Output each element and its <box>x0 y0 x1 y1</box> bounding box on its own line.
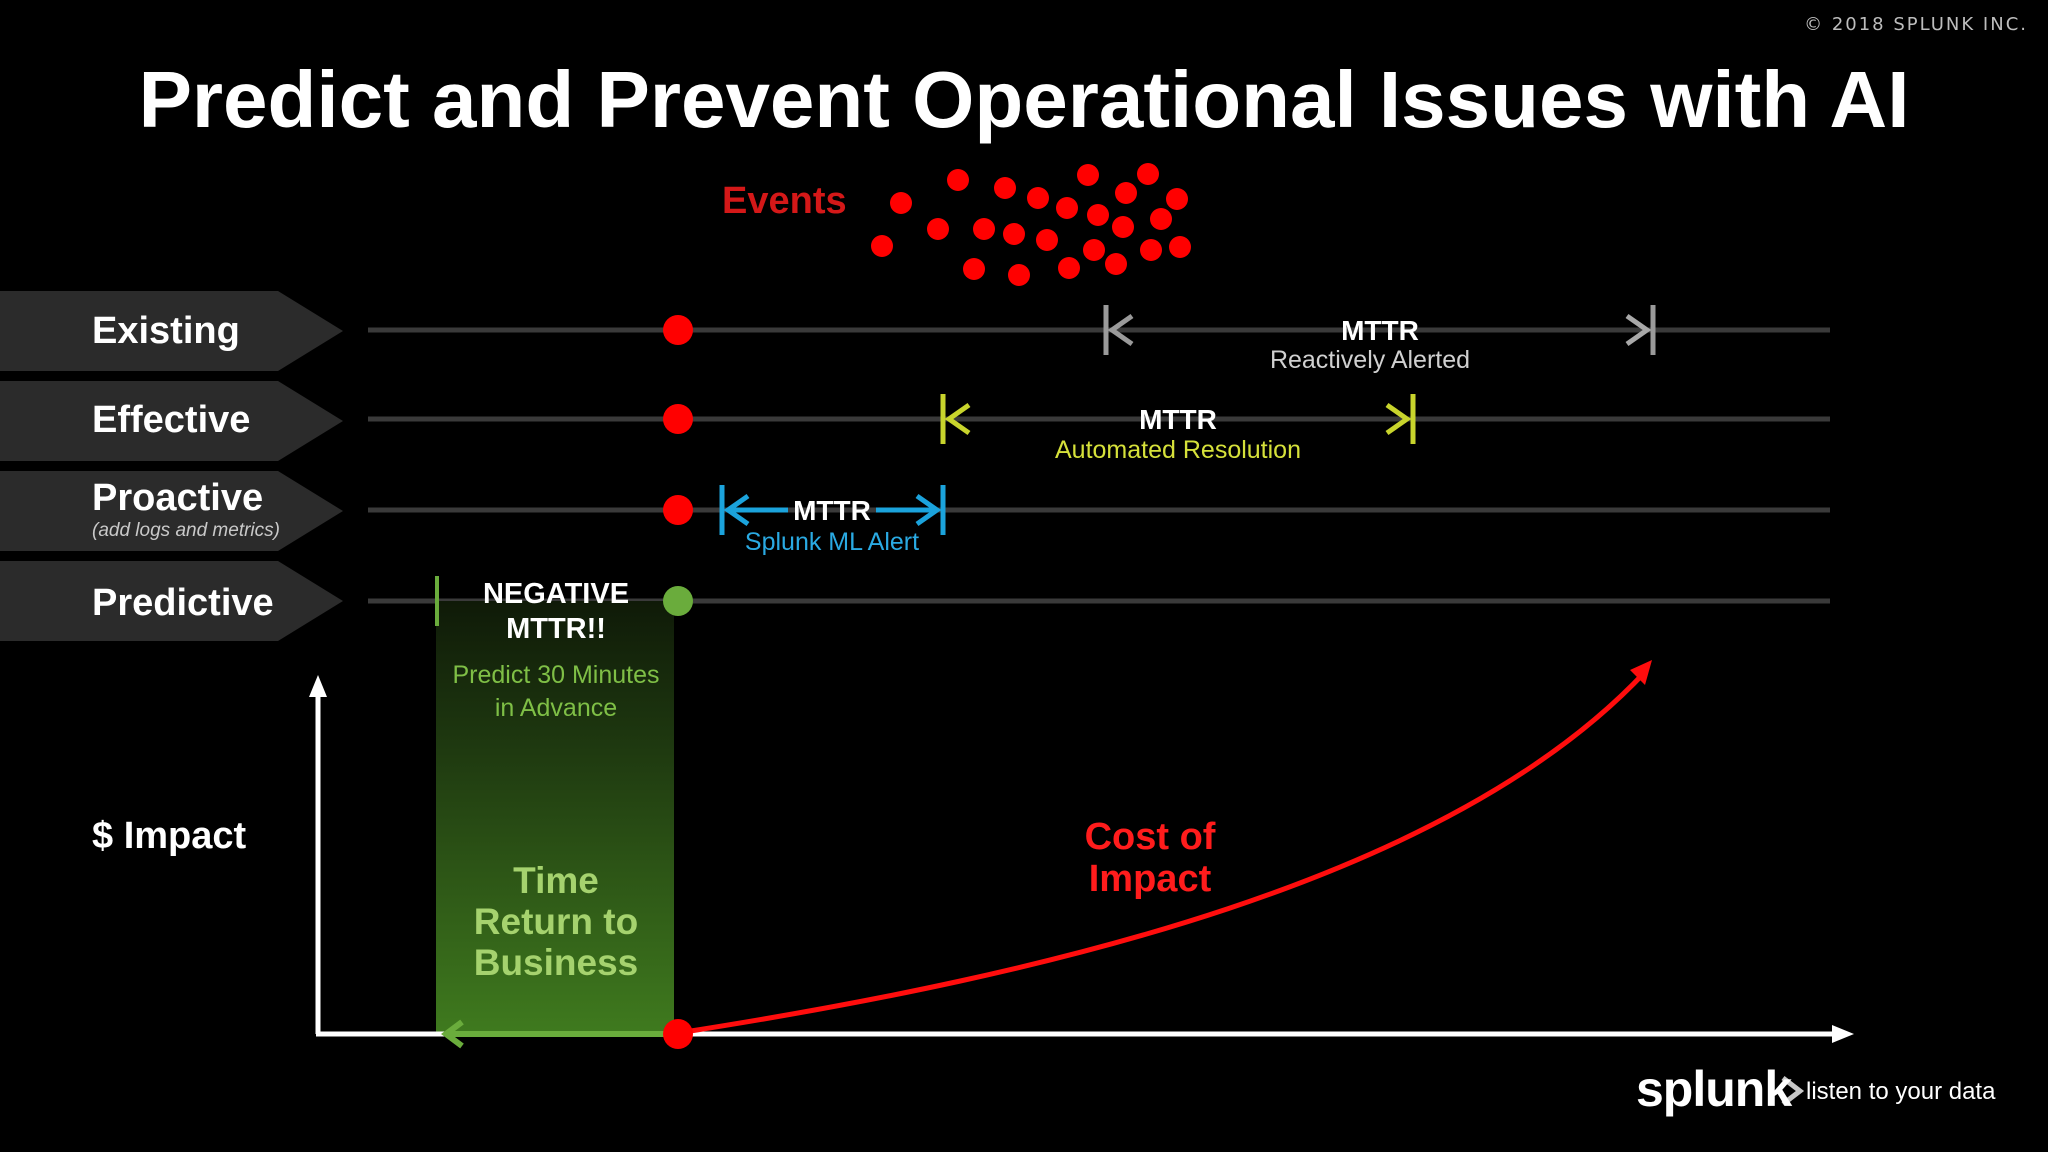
copyright: © 2018 SPLUNK INC. <box>1804 14 2028 35</box>
incident-dot-impact-origin <box>663 1019 693 1049</box>
row-label-proactive: Proactive <box>92 477 264 519</box>
events-cluster <box>871 163 1191 286</box>
row-banner-effective <box>0 381 343 461</box>
row-label-effective: Effective <box>92 399 251 441</box>
time-return-line1: Time <box>513 860 599 901</box>
time-return-line2: Return to <box>473 901 639 942</box>
impact-y-axis-arrow <box>309 675 327 697</box>
time-x-axis-arrow <box>1832 1025 1854 1043</box>
row-label-predictive: Predictive <box>92 582 274 624</box>
mttr-effective-bracket <box>940 394 1416 444</box>
predict-note-line2: in Advance <box>494 694 618 722</box>
cost-of-impact-curve <box>677 670 1647 1036</box>
mttr-proactive-sub: Splunk ML Alert <box>744 528 920 556</box>
cost-of-impact-label: Cost of Impact <box>1030 816 1270 900</box>
splunk-logo: splunk <box>1636 1061 1792 1117</box>
incident-dot-proactive <box>663 495 693 525</box>
incident-dot-effective <box>663 404 693 434</box>
cost-of-impact-line2: Impact <box>1088 858 1212 900</box>
row-banner-proactive <box>0 471 343 551</box>
mttr-existing-bracket <box>1103 305 1656 355</box>
time-return-line3: Business <box>473 942 639 983</box>
mttr-effective-sub: Automated Resolution <box>1055 436 1301 464</box>
row-sub-proactive: (add logs and metrics) <box>92 520 280 541</box>
mttr-proactive-label: MTTR <box>793 495 871 526</box>
mttr-existing-label: MTTR <box>1341 315 1419 346</box>
splunk-tagline: listen to your data <box>1806 1078 1996 1105</box>
incident-dot-existing <box>663 315 693 345</box>
cost-of-impact-line1: Cost of <box>1084 816 1216 858</box>
cost-curve-arrow <box>1630 660 1652 685</box>
negative-mttr-line1: NEGATIVE <box>482 578 630 610</box>
mttr-proactive-bracket <box>719 485 946 535</box>
time-return-label: Time Return to Business <box>436 860 676 983</box>
predict-note-line1: Predict 30 Minutes <box>452 661 660 689</box>
time-return-region <box>436 601 674 1033</box>
impact-axis-label: $ Impact <box>92 815 247 857</box>
slide-title: Predict and Prevent Operational Issues w… <box>138 55 1910 144</box>
negative-mttr-label: NEGATIVE MTTR!! <box>436 577 676 647</box>
splunk-chevron-icon <box>1781 1076 1805 1106</box>
row-banner-existing <box>0 291 343 371</box>
row-banner-predictive <box>0 561 343 641</box>
mttr-effective-label: MTTR <box>1139 404 1217 435</box>
events-label: Events <box>722 180 847 222</box>
predict-note: Predict 30 Minutes in Advance <box>420 659 692 725</box>
mttr-existing-sub: Reactively Alerted <box>1269 346 1471 374</box>
negative-mttr-line2: MTTR!! <box>506 613 606 645</box>
row-label-existing: Existing <box>92 310 240 352</box>
incident-dot-predictive <box>663 586 693 616</box>
